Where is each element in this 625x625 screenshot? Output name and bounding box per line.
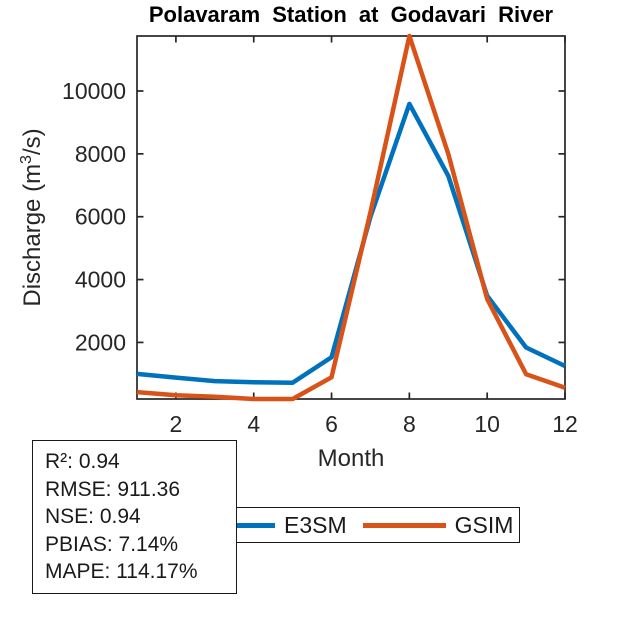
chart-title: Polavaram Station at Godavari River — [149, 2, 554, 27]
x-tick-label: 12 — [552, 411, 578, 437]
x-tick-label: 2 — [170, 411, 183, 437]
x-tick-label: 8 — [403, 411, 416, 437]
axes-box — [136, 35, 566, 400]
series-line-e3sm — [136, 101, 566, 385]
y-tick-label: 6000 — [75, 204, 126, 230]
stat-line-pbias: PBIAS: 7.14% — [45, 532, 179, 556]
stat-line-r2: R²: 0.94 — [45, 450, 120, 473]
stat-line-mape: MAPE: 114.17% — [45, 560, 198, 584]
x-tick-label: 10 — [474, 411, 500, 437]
series-line-gsim — [136, 33, 566, 402]
stat-line-nse: NSE: 0.94 — [45, 505, 141, 529]
x-axis-label: Month — [318, 445, 385, 472]
stat-line-rmse: RMSE: 911.36 — [45, 477, 181, 501]
statistics-annotation-box: R²: 0.94 RMSE: 911.36 NSE: 0.94 PBIAS: 7… — [32, 440, 237, 594]
legend-label-gsim: GSIM — [454, 511, 514, 538]
legend-line-sample-gsim — [362, 522, 446, 528]
y-axis-label: Discharge (m3/s) — [18, 128, 46, 306]
y-tick-label: 8000 — [75, 141, 126, 167]
chart-legend: E3SM GSIM — [183, 507, 520, 543]
legend-label-e3sm: E3SM — [284, 511, 347, 538]
x-tick-label: 4 — [247, 411, 260, 437]
y-tick-label: 4000 — [75, 267, 126, 293]
y-tick-label: 2000 — [75, 329, 126, 355]
x-tick-label: 6 — [325, 411, 338, 437]
y-tick-label: 10000 — [62, 78, 126, 104]
